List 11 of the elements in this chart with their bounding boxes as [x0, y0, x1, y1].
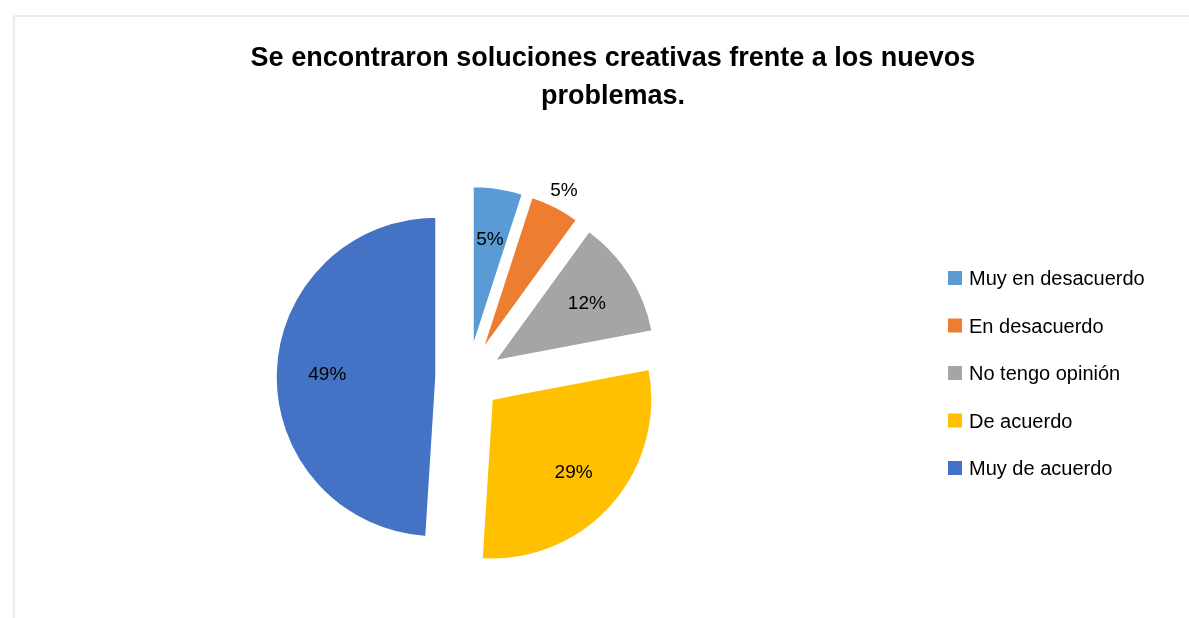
- legend-label: No tengo opinión: [969, 362, 1121, 384]
- data-label: 29%: [554, 460, 593, 482]
- data-label: 12%: [567, 292, 606, 314]
- legend-label: De acuerdo: [969, 409, 1073, 432]
- legend-label: Muy en desacuerdo: [969, 267, 1145, 289]
- legend-label: En desacuerdo: [969, 314, 1104, 337]
- chart-title: Se encontraron soluciones creativas frente a los nuevos problemas.: [250, 42, 976, 110]
- data-label: 5%: [550, 179, 578, 201]
- legend-label: Muy de acuerdo: [969, 457, 1113, 479]
- data-label: 5%: [476, 228, 504, 250]
- data-label: 49%: [308, 363, 347, 385]
